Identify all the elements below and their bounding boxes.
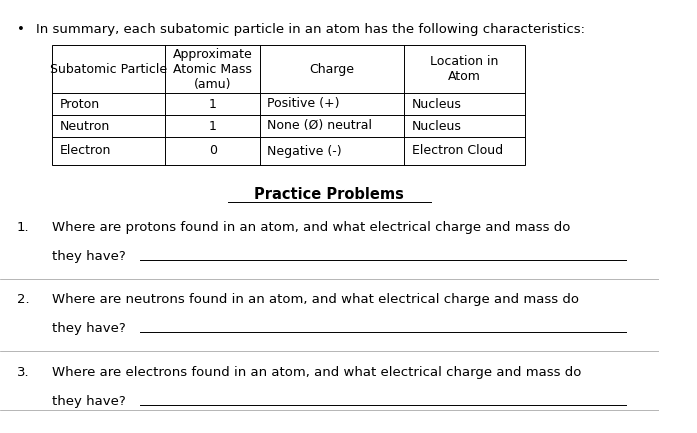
Text: Neutron: Neutron (59, 120, 110, 132)
Text: Proton: Proton (59, 97, 100, 110)
Text: 1: 1 (208, 120, 217, 132)
Text: Where are protons found in an atom, and what electrical charge and mass do: Where are protons found in an atom, and … (52, 221, 570, 234)
Text: Where are electrons found in an atom, and what electrical charge and mass do: Where are electrons found in an atom, an… (52, 366, 581, 379)
Text: Negative (-): Negative (-) (268, 145, 342, 158)
Text: they have?: they have? (52, 395, 125, 408)
Text: 1: 1 (208, 97, 217, 110)
Text: 1.: 1. (17, 221, 30, 234)
Text: In summary, each subatomic particle in an atom has the following characteristics: In summary, each subatomic particle in a… (36, 23, 585, 36)
Text: Approximate
Atomic Mass
(amu): Approximate Atomic Mass (amu) (173, 48, 252, 90)
Text: Electron Cloud: Electron Cloud (412, 145, 503, 158)
Text: 0: 0 (208, 145, 217, 158)
Bar (52, 45, 525, 165)
Text: Practice Problems: Practice Problems (254, 187, 404, 202)
Text: Electron: Electron (59, 145, 111, 158)
Text: they have?: they have? (52, 322, 125, 335)
Text: Subatomic Particle: Subatomic Particle (50, 62, 167, 75)
Text: 2.: 2. (17, 293, 30, 306)
Text: Where are neutrons found in an atom, and what electrical charge and mass do: Where are neutrons found in an atom, and… (52, 293, 579, 306)
Text: •: • (17, 23, 25, 36)
Text: None (Ø) neutral: None (Ø) neutral (268, 120, 372, 132)
Text: Charge: Charge (309, 62, 355, 75)
Text: they have?: they have? (52, 250, 125, 263)
Text: Nucleus: Nucleus (412, 97, 462, 110)
Text: Location in
Atom: Location in Atom (430, 55, 498, 83)
Text: Positive (+): Positive (+) (268, 97, 340, 110)
Text: Nucleus: Nucleus (412, 120, 462, 132)
Text: 3.: 3. (17, 366, 30, 379)
